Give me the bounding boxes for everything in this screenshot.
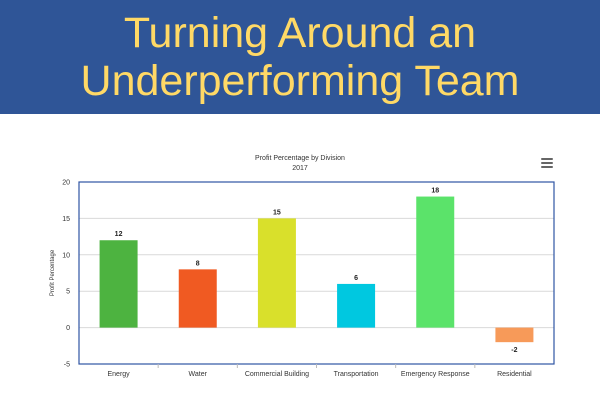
data-label: 8	[196, 260, 200, 267]
data-label: -2	[511, 347, 517, 354]
x-tick-label: Transportation	[334, 371, 379, 378]
y-tick-label: 15	[62, 216, 70, 223]
bar	[495, 327, 534, 343]
x-tick-label: Residential	[497, 371, 532, 378]
y-tick-label: 5	[66, 289, 70, 296]
chart-subtitle: 2017	[292, 165, 308, 172]
hamburger-menu-icon[interactable]	[541, 158, 553, 168]
y-tick-label: 20	[62, 180, 70, 187]
bar	[257, 218, 296, 328]
bar	[337, 283, 376, 328]
banner-title-line-1: Turning Around an	[123, 9, 477, 57]
data-label: 12	[115, 231, 123, 238]
y-axis-label: Profit Percentage	[50, 249, 56, 296]
chart-title: Profit Percentage by Division	[255, 155, 345, 162]
y-tick-label: 0	[66, 325, 70, 332]
data-label: 18	[431, 188, 439, 195]
bar	[99, 240, 138, 328]
x-tick-label: Commercial Building	[245, 371, 309, 378]
data-label: 15	[273, 209, 281, 216]
bar	[416, 196, 455, 328]
banner-title-line-2: Underperforming Team	[80, 57, 520, 105]
title-banner: Turning Around an Underperforming Team	[0, 0, 600, 114]
x-tick-label: Water	[189, 371, 208, 378]
x-tick-label: Emergency Response	[401, 371, 470, 378]
bar	[178, 269, 217, 328]
y-tick-label: -5	[64, 362, 70, 369]
plot-border	[78, 181, 555, 365]
chart-container: Profit Percentage by Division 2017	[0, 114, 600, 400]
y-tick-label: 10	[62, 252, 70, 259]
data-label: 6	[354, 275, 358, 282]
x-tick-label: Energy	[107, 371, 130, 378]
